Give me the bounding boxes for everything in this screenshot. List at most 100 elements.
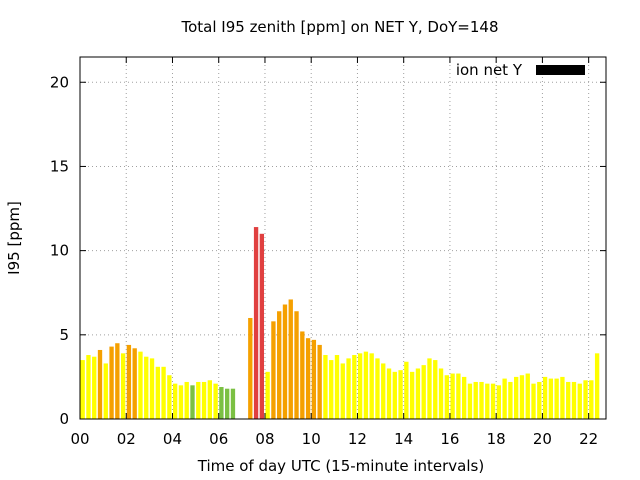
bar — [461, 376, 467, 419]
bar — [554, 378, 559, 419]
bar — [346, 358, 351, 419]
bar — [496, 385, 502, 419]
bar — [248, 317, 253, 419]
bar — [288, 299, 293, 419]
bar — [473, 381, 478, 419]
bar — [467, 383, 473, 419]
bar — [329, 360, 334, 419]
x-tick-label: 18 — [487, 430, 506, 448]
bar — [132, 348, 137, 419]
legend: ion net Y — [456, 61, 585, 79]
bar — [502, 378, 507, 419]
bar — [311, 339, 317, 419]
bar — [577, 383, 582, 419]
bar — [404, 361, 409, 419]
bar — [178, 385, 184, 419]
x-tick-label: 14 — [394, 430, 413, 448]
y-tick-label: 5 — [59, 326, 69, 344]
bar — [213, 383, 218, 419]
bar — [537, 381, 542, 419]
bar — [340, 363, 345, 419]
y-tick-label: 15 — [50, 157, 69, 175]
bar — [514, 376, 519, 419]
bar — [144, 356, 149, 419]
bar — [201, 381, 207, 419]
legend-label: ion net Y — [456, 61, 523, 79]
bar — [490, 383, 496, 419]
x-tick-label: 06 — [209, 430, 228, 448]
bar — [352, 355, 357, 419]
x-tick-label: 16 — [440, 430, 459, 448]
bar — [566, 381, 571, 419]
y-tick-label: 20 — [50, 73, 69, 91]
bar — [294, 311, 299, 419]
x-tick-label: 22 — [579, 430, 598, 448]
bar — [427, 358, 432, 419]
bar — [282, 304, 288, 419]
bar — [444, 375, 449, 419]
bar — [357, 353, 363, 419]
x-tick-labels: 00 02 04 06 08 10 12 14 16 18 20 22 — [70, 430, 598, 448]
bar — [115, 343, 120, 419]
y-tick-labels: 0 5 10 15 20 — [50, 73, 69, 428]
bar — [149, 358, 155, 419]
bar — [161, 366, 166, 419]
bar — [219, 387, 224, 419]
bar — [542, 376, 548, 419]
bar — [253, 227, 259, 419]
bars — [80, 227, 600, 419]
x-tick-label: 20 — [533, 430, 552, 448]
y-axis-label: I95 [ppm] — [5, 201, 23, 275]
bar — [334, 355, 340, 419]
bar — [196, 381, 201, 419]
x-axis-label: Time of day UTC (15-minute intervals) — [197, 457, 484, 475]
bar — [120, 353, 126, 419]
bar — [167, 375, 172, 419]
bar — [589, 380, 594, 419]
bar — [207, 380, 212, 419]
bar — [190, 385, 195, 419]
bar — [259, 233, 265, 419]
bar — [184, 381, 189, 419]
x-tick-label: 10 — [302, 430, 321, 448]
legend-swatch — [536, 65, 585, 75]
bar — [138, 351, 143, 419]
bar — [485, 383, 490, 419]
bar — [172, 383, 178, 419]
bar — [433, 360, 438, 419]
bar — [305, 338, 311, 419]
x-tick-label: 00 — [70, 430, 89, 448]
bar — [525, 373, 530, 419]
bar — [386, 368, 392, 419]
bar — [456, 373, 461, 419]
bar — [571, 381, 577, 419]
grid — [80, 57, 606, 419]
bar — [381, 363, 386, 419]
bar — [86, 355, 91, 419]
plot-frame — [79, 56, 607, 420]
bar — [277, 311, 282, 419]
x-tick-label: 08 — [255, 430, 274, 448]
bar — [369, 353, 374, 419]
bar — [450, 373, 455, 419]
bar — [317, 344, 322, 419]
bar — [92, 356, 97, 419]
chart-title: Total I95 zenith [ppm] on NET Y, DoY=148 — [180, 18, 498, 36]
y-tick-label: 0 — [59, 410, 69, 428]
bar — [479, 381, 484, 419]
bar — [375, 358, 380, 419]
bar — [415, 368, 421, 419]
x-tick-label: 04 — [163, 430, 182, 448]
bar — [508, 381, 513, 419]
bar — [548, 378, 554, 419]
bar — [519, 375, 525, 419]
bar — [583, 380, 588, 419]
bar — [438, 368, 444, 419]
bar — [560, 376, 565, 419]
bar — [594, 353, 600, 419]
bar — [271, 321, 276, 419]
bar — [155, 366, 160, 419]
bar — [80, 360, 85, 419]
bar — [363, 351, 369, 419]
